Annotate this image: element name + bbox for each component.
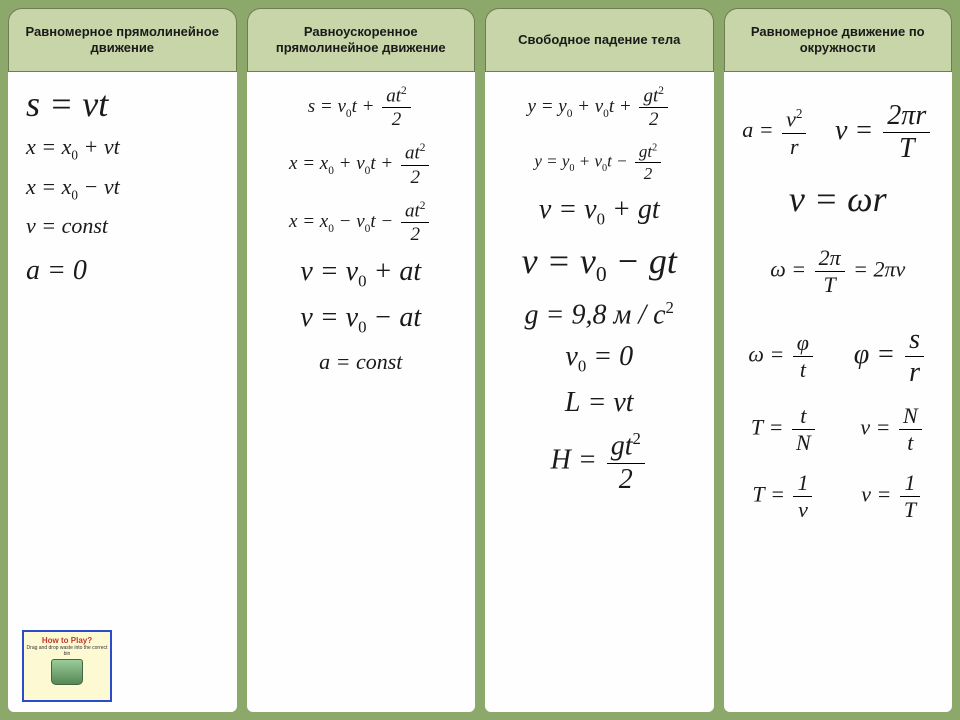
formula: ω = φt xyxy=(748,332,816,381)
col-uniform-linear: Равномерное прямолинейное движение s = v… xyxy=(8,8,237,712)
formula: v0 = 0 xyxy=(491,343,708,375)
formula: v = v0 + at xyxy=(253,258,470,290)
formula: H = gt22 xyxy=(491,431,708,493)
formula-pair: T = tN ν = Nt xyxy=(730,405,947,454)
badge-title: How to Play? xyxy=(26,636,108,645)
formula: T = tN xyxy=(751,405,818,454)
body-1: s = vt x = x0 + vt x = x0 − vt v = const… xyxy=(8,72,237,712)
formula: ν = Nt xyxy=(860,405,924,454)
formula: v = 2πrT xyxy=(835,102,933,163)
formula: x = x0 − vt xyxy=(14,176,231,202)
formula: v = v0 − at xyxy=(253,304,470,336)
formula: T = 1ν xyxy=(752,472,815,521)
header-4: Равномерное движение по окружности xyxy=(724,8,953,72)
formula: a = v2r xyxy=(742,107,809,157)
formula: y = y0 + v0t + gt22 xyxy=(491,86,708,129)
formula: v = v0 + gt xyxy=(491,196,708,228)
bin-icon xyxy=(51,659,83,685)
formula: g = 9,8 м / c2 xyxy=(491,300,708,329)
formula-pair: ω = φt φ = sr xyxy=(730,326,947,387)
formula-pair: T = 1ν ν = 1T xyxy=(730,472,947,521)
formula: x = x0 + vt xyxy=(14,136,231,162)
formula: s = v0t + at22 xyxy=(253,86,470,129)
formula: φ = sr xyxy=(854,326,927,387)
howto-badge: How to Play? Drag and drop waste into th… xyxy=(22,630,112,702)
badge-line: Drag and drop waste into the correct bin xyxy=(26,645,108,657)
formula: x = x0 + v0t + at22 xyxy=(253,143,470,186)
col-circular: Равномерное движение по окружности a = v… xyxy=(724,8,953,712)
col-uniform-accel: Равноускоренное прямолинейное движение s… xyxy=(247,8,476,712)
formula: ω = 2πT = 2πν xyxy=(730,247,947,296)
header-2: Равноускоренное прямолинейное движение xyxy=(247,8,476,72)
body-2: s = v0t + at22 x = x0 + v0t + at22 x = x… xyxy=(247,72,476,712)
col-free-fall: Свободное падение тела y = y0 + v0t + gt… xyxy=(485,8,714,712)
formula: x = x0 − v0t − at22 xyxy=(253,201,470,244)
formula: ν = 1T xyxy=(861,472,923,521)
formula: a = const xyxy=(253,351,470,373)
header-3: Свободное падение тела xyxy=(485,8,714,72)
formula: s = vt xyxy=(14,86,231,122)
formula: v = ωr xyxy=(730,181,947,217)
formula: y = y0 + v0t − gt22 xyxy=(491,143,708,182)
formula: v = const xyxy=(14,215,231,237)
body-4: a = v2r v = 2πrT v = ωr ω = 2πT = 2πν ω … xyxy=(724,72,953,712)
formula: v = v0 − gt xyxy=(491,243,708,286)
formula-pair: a = v2r v = 2πrT xyxy=(730,102,947,163)
header-1: Равномерное прямолинейное движение xyxy=(8,8,237,72)
columns-container: Равномерное прямолинейное движение s = v… xyxy=(8,8,952,712)
formula: a = 0 xyxy=(14,257,231,285)
body-3: y = y0 + v0t + gt22 y = y0 + v0t − gt22 … xyxy=(485,72,714,712)
formula: L = vt xyxy=(491,389,708,417)
